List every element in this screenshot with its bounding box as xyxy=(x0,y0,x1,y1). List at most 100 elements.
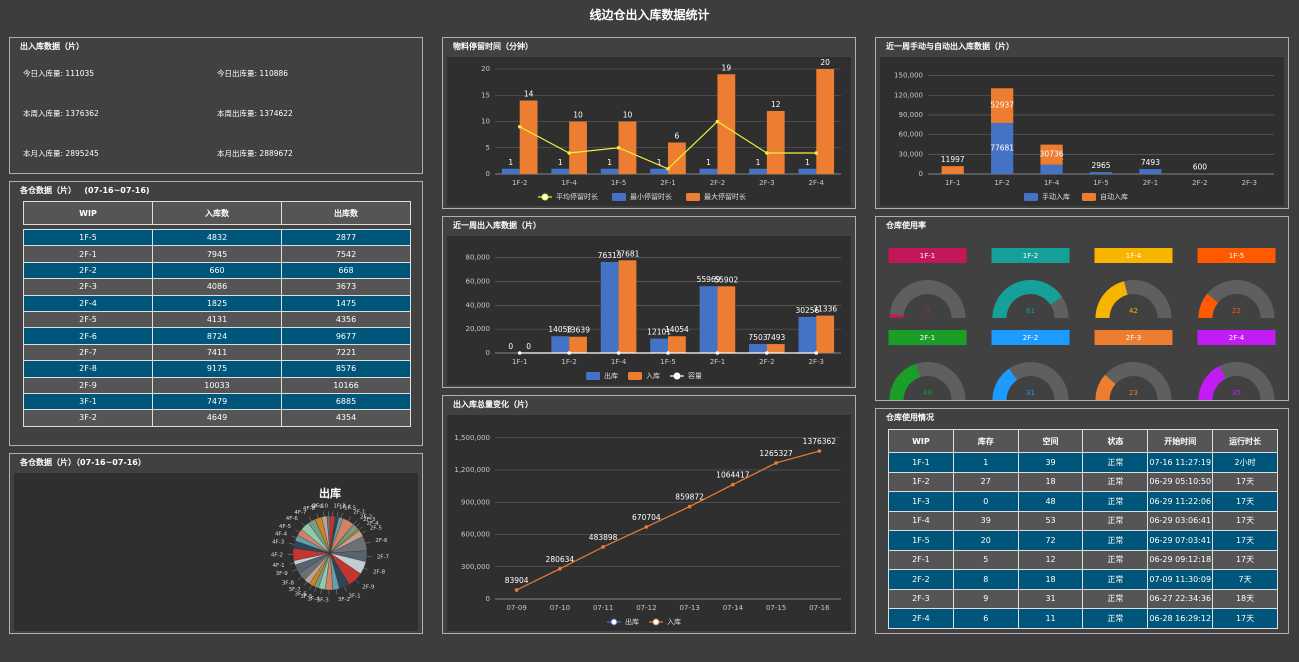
legend-label: 入库 xyxy=(646,371,660,380)
gauge-badge xyxy=(1197,330,1276,345)
pie-slice xyxy=(326,515,331,554)
line-point xyxy=(616,145,621,150)
table-cell: 06-29 11:22:06 xyxy=(1147,491,1214,512)
table-cell: 2F-4 xyxy=(23,294,153,312)
bar xyxy=(668,142,686,174)
table-cell: 4356 xyxy=(281,310,411,329)
line-point xyxy=(814,151,819,155)
table-cell: 6885 xyxy=(281,392,411,411)
y-tick-label: 1,500,000 xyxy=(454,434,490,442)
legend-swatch xyxy=(1024,193,1038,201)
slice-label: 4F-1 xyxy=(273,563,285,569)
data-label: 7493 xyxy=(1141,158,1160,167)
bar xyxy=(519,100,538,174)
data-label: 1 xyxy=(657,158,662,167)
table-cell: 06-27 22:34:36 xyxy=(1147,588,1214,609)
y-tick-label: 1,200,000 xyxy=(454,466,490,474)
table-cell: 2F-6 xyxy=(23,327,153,345)
bar xyxy=(618,121,637,174)
table-cell: 2F-2 xyxy=(888,569,954,590)
table-cell: 17天 xyxy=(1212,549,1278,570)
slice-label: 4F-8 xyxy=(303,506,316,512)
y-tick-label: 150,000 xyxy=(894,72,923,80)
x-tick-label: 07-09 xyxy=(506,604,526,612)
gauge-badge xyxy=(991,330,1070,345)
slice-label: 1F-4 xyxy=(339,504,352,510)
x-tick-label: 2F-1 xyxy=(710,358,725,366)
line-point xyxy=(517,351,522,355)
x-tick-label: 1F-1 xyxy=(512,358,527,366)
data-label: 670704 xyxy=(632,513,661,522)
total-chart: 0 300,000 600,000 900,000 1,200,000 1,500,000… xyxy=(447,415,851,631)
bar xyxy=(618,260,637,353)
bar xyxy=(1139,169,1162,174)
y-tick-label: 120,000 xyxy=(894,91,923,99)
pie-charts: 入库1F-21F-41F-52F-12F-22F-32F-42F-52F-62F… xyxy=(14,473,418,631)
y-tick-label: 5 xyxy=(486,144,490,152)
week-panel: 近一周出入库数据（片） 0 20,000 40,000 60,000 80,000 1F-… xyxy=(442,216,856,388)
stat-label: 本周出库量: xyxy=(217,109,258,118)
header-row: WIP 入库数 出库数 xyxy=(23,201,411,225)
label-leader xyxy=(353,520,357,525)
gauge-value xyxy=(1198,293,1219,318)
label-leader xyxy=(292,569,297,572)
label-leader xyxy=(301,522,305,527)
table-cell: 3F-2 xyxy=(23,409,153,427)
table-cell: 20 xyxy=(952,530,1019,551)
gauge-name: 1F-4 xyxy=(1126,252,1142,260)
data-label: 55969 xyxy=(697,275,721,284)
data-label: 76313 xyxy=(598,251,622,260)
slice-label: 3F-10 xyxy=(312,504,328,510)
manual-panel: 近一周手动与自动出入库数据（片） 0 30,000 60,000 90,000 120,… xyxy=(875,37,1289,209)
y-tick-label: 0 xyxy=(486,349,490,357)
slice-label: 4F-2 xyxy=(271,552,283,558)
gauge-name: 1F-5 xyxy=(1229,252,1244,260)
x-tick-label: 2F-2 xyxy=(710,179,725,187)
gauge-value xyxy=(889,363,921,400)
label-leader xyxy=(314,587,317,593)
data-label: 14058 xyxy=(548,325,572,334)
slice-label: 4F-6 xyxy=(286,516,299,522)
data-label: 14 xyxy=(524,90,534,99)
data-label: 30256 xyxy=(795,306,819,315)
table-cell: 39 xyxy=(1017,452,1084,473)
line-point xyxy=(774,461,778,465)
gauge-label: 22 xyxy=(1232,307,1241,315)
slice-label: 2F-8 xyxy=(373,570,386,576)
panel-range: (07-16~07-16) xyxy=(84,186,150,195)
table-cell: 3F-1 xyxy=(23,392,153,411)
gauge-value xyxy=(992,280,1062,318)
bar xyxy=(600,168,619,174)
line-point xyxy=(731,482,735,487)
data-label: 7503 xyxy=(748,333,767,342)
table-cell: 1475 xyxy=(281,294,411,312)
stat-label: 今日入库量: xyxy=(23,69,64,78)
x-tick-label: 07-14 xyxy=(723,604,744,612)
line-point xyxy=(567,351,571,355)
bar xyxy=(1040,164,1063,174)
y-tick-label: 30,000 xyxy=(899,150,924,158)
table-cell: 正常 xyxy=(1082,569,1149,590)
gauge-label: 3 xyxy=(925,307,929,315)
stay-chart: 0 5 10 15 20 1F-2 1F-4 1F-5 2F-1 2F-2 2F-3 2F-4 1 1 1 1… xyxy=(447,57,851,206)
table-row: 2F-9 10033 10166 xyxy=(23,376,411,394)
pie-panel: 各仓数据（片）（07-16~07-16） 入库1F-21F-41F-52F-12… xyxy=(9,453,423,634)
data-label: 30736 xyxy=(1040,150,1064,159)
table-row: 1F-2 27 18 正常 06-29 05:10:50 17天 xyxy=(888,471,1278,492)
bar xyxy=(668,336,686,353)
y-tick-label: 0 xyxy=(919,170,923,178)
data-label: 6 xyxy=(675,132,680,141)
table-row: 2F-1 7945 7542 xyxy=(23,245,411,263)
line-point xyxy=(687,504,692,509)
table-cell: 1F-1 xyxy=(888,452,954,473)
y-tick-label: 15 xyxy=(481,91,490,99)
stat-label: 本月出库量: xyxy=(217,149,258,158)
data-label: 14054 xyxy=(665,325,689,334)
table-cell: 48 xyxy=(1017,491,1084,512)
label-leader xyxy=(355,523,360,527)
bar xyxy=(749,168,767,174)
legend-swatch xyxy=(1082,193,1096,201)
legend-label: 最大停留时长 xyxy=(704,192,746,201)
slice-label: 3F-9 xyxy=(276,571,289,577)
legend-swatch xyxy=(612,193,626,201)
